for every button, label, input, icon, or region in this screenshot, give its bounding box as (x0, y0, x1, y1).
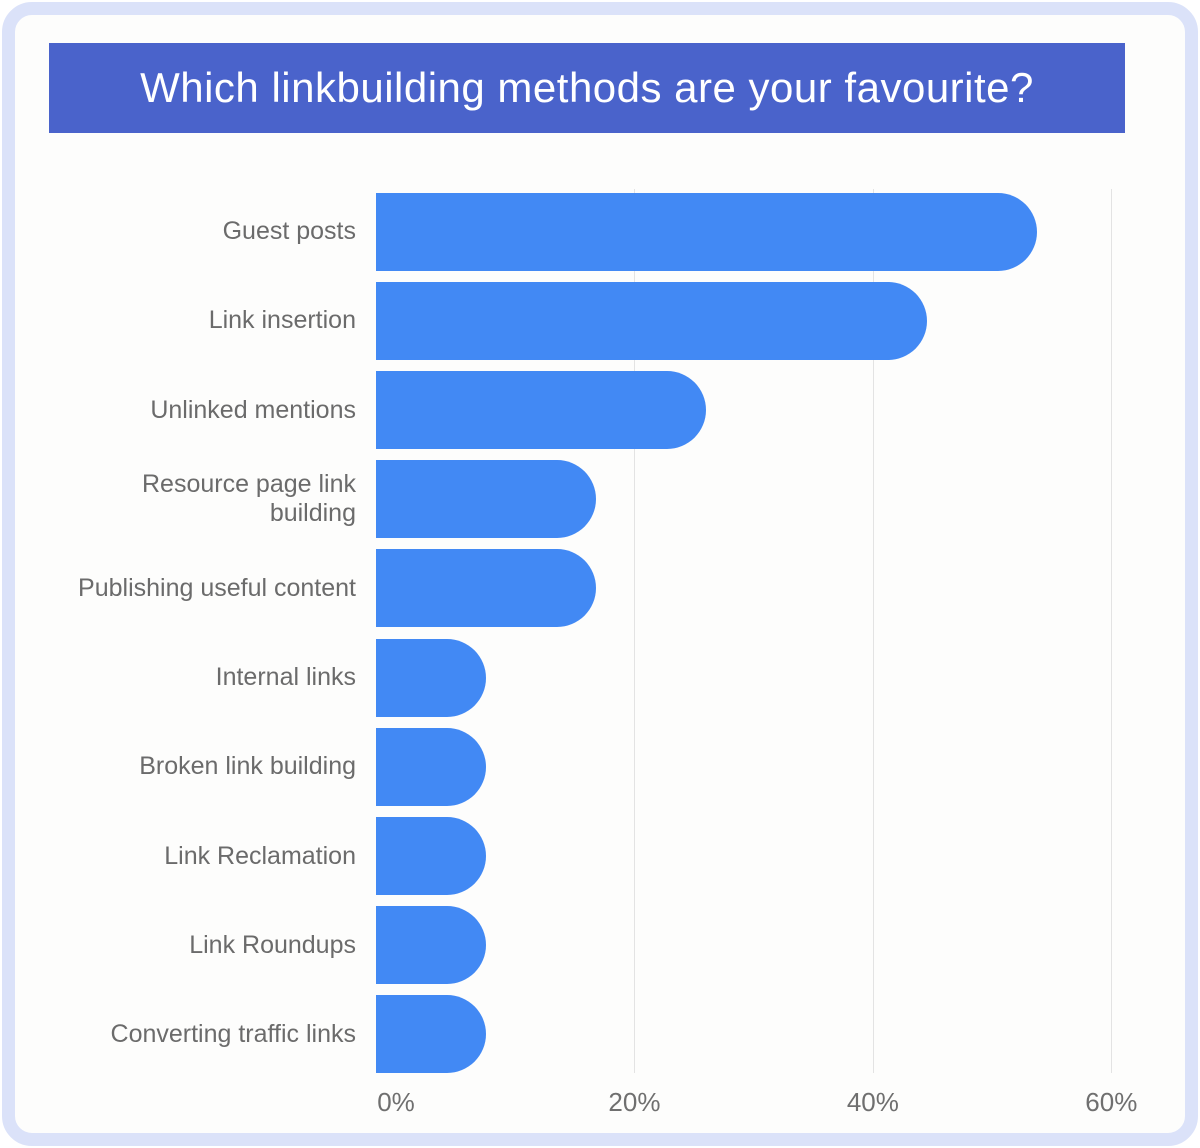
category-label: Internal links (215, 663, 356, 692)
category-label: Converting traffic links (110, 1019, 356, 1048)
chart-title-banner: Which linkbuilding methods are your favo… (49, 43, 1125, 133)
bar-track (376, 995, 1159, 1074)
x-axis-tick-label: 0% (377, 1087, 415, 1117)
bar-row: Converting traffic links (49, 990, 1159, 1079)
category-label: Resource page link building (141, 470, 356, 528)
bar-row: Guest posts (49, 187, 1159, 276)
category-label: Link insertion (208, 306, 356, 335)
bar-track (376, 460, 1159, 539)
bar-row: Link Roundups (49, 901, 1159, 990)
chart-title: Which linkbuilding methods are your favo… (140, 64, 1034, 111)
category-label: Publishing useful content (78, 573, 356, 602)
bar (376, 549, 597, 628)
bar-row: Link insertion (49, 276, 1159, 365)
bar-track (376, 816, 1159, 895)
category-label: Link Reclamation (164, 841, 356, 870)
bar-track (376, 549, 1159, 628)
bar-track (376, 281, 1159, 360)
bar-row: Resource page link building (49, 455, 1159, 544)
category-label: Broken link building (139, 752, 356, 781)
bar (376, 192, 1037, 271)
bar-row: Internal links (49, 633, 1159, 722)
x-axis-tick-label: 60% (1085, 1087, 1138, 1117)
bar-row: Broken link building (49, 722, 1159, 811)
bar-track (376, 638, 1159, 717)
bar-track (376, 370, 1159, 449)
bar-row: Publishing useful content (49, 544, 1159, 633)
bar-track (376, 906, 1159, 985)
bar-row: Unlinked mentions (49, 365, 1159, 454)
bar (376, 816, 487, 895)
category-label: Link Roundups (189, 930, 356, 959)
bar (376, 727, 487, 806)
bar-chart: Guest posts Link insertion Unlinked mentio… (49, 187, 1159, 1129)
bar-rows: Guest posts Link insertion Unlinked mentio… (49, 187, 1159, 1079)
x-axis-tick-label: 40% (846, 1087, 899, 1117)
bar-track (376, 727, 1159, 806)
bar-row: Link Reclamation (49, 811, 1159, 900)
bar-track (376, 192, 1159, 271)
bar (376, 638, 487, 717)
category-label: Guest posts (222, 217, 356, 246)
bar (376, 370, 707, 449)
category-label: Unlinked mentions (150, 395, 356, 424)
x-axis-tick-label: 20% (608, 1087, 661, 1117)
bar (376, 906, 487, 985)
bar (376, 995, 487, 1074)
bar (376, 281, 927, 360)
bar (376, 460, 597, 539)
x-axis: 0% 20% 40% 60% (377, 1087, 1159, 1123)
